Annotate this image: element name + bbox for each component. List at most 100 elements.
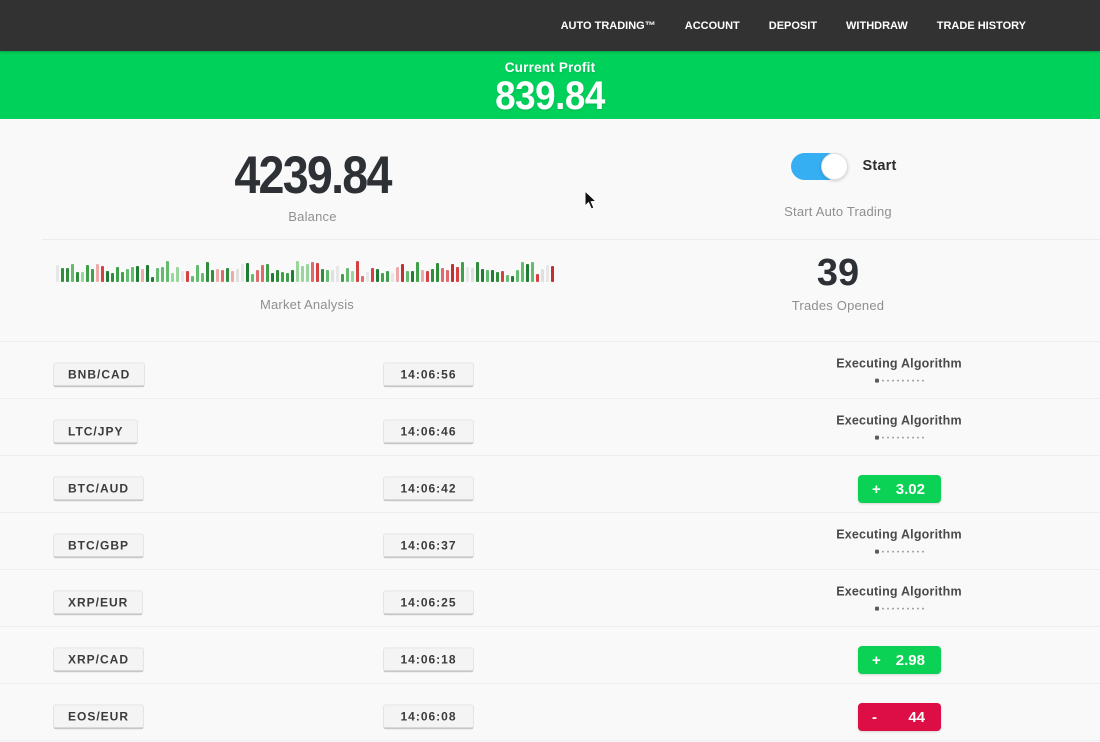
balance-value: 4239.84 <box>234 146 392 205</box>
market-bar <box>361 276 364 282</box>
toggle-knob[interactable] <box>821 152 849 180</box>
market-bar <box>276 270 279 282</box>
market-bar <box>481 269 484 282</box>
trades-opened-value: 39 <box>816 252 860 294</box>
market-bar <box>476 262 479 282</box>
time-chip: 14:06:37 <box>383 533 474 559</box>
badge-sign: + <box>872 651 881 669</box>
trade-row-3: BTC/AUD 14:06:42 + 3.02 <box>0 455 1100 512</box>
summary-row-market: Market Analysis 39 Trades Opened <box>0 240 1100 341</box>
progress-dot <box>891 607 894 610</box>
progress-dot <box>906 550 909 553</box>
progress-dot <box>881 379 884 382</box>
market-bar <box>461 262 464 282</box>
progress-dot <box>916 550 919 553</box>
market-bar <box>311 262 314 282</box>
market-bar <box>66 268 69 282</box>
progress-dot <box>886 436 889 439</box>
market-bar <box>166 261 169 282</box>
executing-progress-dots <box>789 606 1009 611</box>
market-bar <box>471 268 474 282</box>
market-bar <box>306 264 309 282</box>
market-bar <box>121 272 124 282</box>
market-bar <box>251 274 254 282</box>
current-profit-value: 839.84 <box>495 74 605 118</box>
summary-row-balance: 4239.84 Balance Start Start Auto Trading <box>0 119 1100 239</box>
market-bar <box>456 267 459 282</box>
progress-dot <box>896 436 899 439</box>
auto-trading-toggle[interactable] <box>791 152 849 180</box>
auto-trading-column: Start Start Auto Trading <box>578 119 1098 219</box>
market-bar <box>211 270 214 282</box>
market-bar <box>501 271 504 282</box>
progress-dot <box>886 379 889 382</box>
market-bar <box>506 275 509 282</box>
market-bar <box>416 262 419 282</box>
current-profit-banner: Current Profit 839.84 <box>0 51 1100 119</box>
nav-item-withdraw[interactable]: WITHDRAW <box>846 19 908 32</box>
market-bar <box>286 273 289 282</box>
market-bar <box>336 266 339 282</box>
time-chip: 14:06:42 <box>383 476 474 502</box>
market-bar <box>86 265 89 282</box>
market-bar <box>56 265 59 282</box>
market-bar <box>261 265 264 282</box>
market-bar <box>246 263 249 282</box>
market-bar <box>321 269 324 282</box>
progress-dot-active <box>874 549 879 554</box>
market-bar <box>291 270 294 282</box>
nav-item-account[interactable]: ACCOUNT <box>684 19 740 32</box>
start-auto-trading-caption: Start Auto Trading <box>784 204 892 219</box>
market-bar <box>256 270 259 282</box>
progress-dot <box>911 379 914 382</box>
market-bar <box>241 264 244 282</box>
profit-badge: + 3.02 <box>858 475 941 503</box>
market-bar <box>131 267 134 282</box>
market-bar <box>406 271 409 282</box>
executing-algorithm-label: Executing Algorithm <box>836 413 962 428</box>
trade-row-5: XRP/EUR 14:06:25 Executing Algorithm <box>0 569 1100 626</box>
balance-column: 4239.84 Balance <box>0 119 625 224</box>
progress-dot <box>906 607 909 610</box>
market-bar <box>441 268 444 282</box>
market-bar <box>111 273 114 282</box>
pair-chip: LTC/JPY <box>53 419 139 445</box>
market-bar <box>516 270 519 282</box>
section-divider <box>42 239 1100 240</box>
nav-item-auto-trading[interactable]: AUTO TRADING™ <box>560 19 656 32</box>
market-bar <box>191 276 194 282</box>
market-bar <box>366 272 369 282</box>
market-bar <box>301 266 304 282</box>
progress-dot <box>916 436 919 439</box>
market-bar <box>146 265 149 282</box>
progress-dot <box>921 607 924 610</box>
executing-progress-dots <box>789 549 1009 554</box>
market-bar <box>76 272 79 282</box>
market-bar <box>426 271 429 282</box>
market-bar <box>236 269 239 282</box>
market-bar <box>96 264 99 282</box>
market-bar <box>446 270 449 282</box>
nav-item-deposit[interactable]: DEPOSIT <box>768 19 818 32</box>
market-bar <box>206 262 209 282</box>
progress-dot <box>911 550 914 553</box>
pair-chip: BNB/CAD <box>53 362 146 388</box>
trade-status: Executing Algorithm <box>789 528 1009 554</box>
current-profit-label: Current Profit <box>504 60 596 75</box>
market-bar <box>371 268 374 282</box>
progress-dot <box>906 436 909 439</box>
time-chip: 14:06:18 <box>383 647 474 673</box>
market-bar <box>531 262 534 282</box>
market-bar <box>81 272 84 282</box>
progress-dot-active <box>874 378 879 383</box>
progress-dot <box>916 379 919 382</box>
progress-dot <box>886 607 889 610</box>
badge-amount: 44 <box>908 708 925 726</box>
progress-dot <box>881 607 884 610</box>
market-bar <box>281 272 284 282</box>
market-bar <box>421 270 424 282</box>
executing-progress-dots <box>789 435 1009 440</box>
progress-dot <box>901 379 904 382</box>
nav-item-trade-history[interactable]: TRADE HISTORY <box>936 19 1026 32</box>
market-bar <box>271 273 274 282</box>
